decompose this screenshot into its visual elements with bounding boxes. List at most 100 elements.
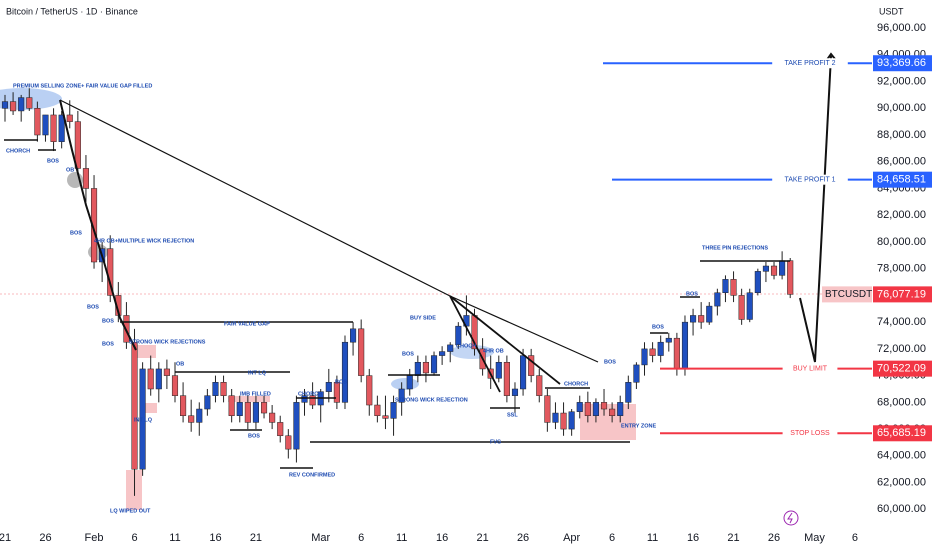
candle-body: [58, 114, 65, 142]
candle-body: [698, 315, 705, 323]
y-tick-label: 92,000.00: [877, 75, 926, 87]
x-tick-label: 21: [476, 532, 488, 544]
annotation: BOS: [604, 359, 616, 365]
candle-body: [131, 341, 138, 470]
candle-body: [706, 305, 713, 323]
annotation: CHORCH: [6, 148, 30, 154]
candle-body: [520, 355, 527, 390]
candle-body: [738, 295, 745, 320]
annotation: BOS: [102, 318, 114, 324]
candle-body: [350, 328, 357, 343]
candle-body: [252, 402, 259, 423]
candle-body: [90, 188, 98, 263]
candle-body: [277, 422, 284, 437]
y-tick-label: 88,000.00: [877, 129, 926, 141]
candle-body: [503, 361, 510, 396]
candle-body: [584, 402, 591, 416]
candle-body: [171, 375, 179, 396]
x-tick-label: 6: [358, 532, 364, 544]
y-tick-label: 78,000.00: [877, 263, 926, 275]
icon: [787, 512, 793, 524]
candle-body: [220, 382, 227, 396]
candle-body: [625, 382, 632, 403]
candle-body: [147, 368, 154, 390]
x-tick-label: 16: [436, 532, 448, 544]
candle-body: [204, 395, 211, 410]
trend-line: [59, 99, 451, 297]
candle-body: [236, 402, 243, 416]
y-tick-label: 60,000.00: [877, 503, 926, 515]
annotation: BOS: [248, 433, 260, 439]
candle-body: [34, 108, 41, 136]
x-tick-label: Feb: [85, 532, 104, 544]
x-tick-label: Mar: [311, 532, 330, 544]
trend-line: [449, 295, 561, 385]
symbol-box: [822, 286, 872, 303]
candle-body: [269, 412, 276, 423]
projection-arrow: [799, 55, 832, 363]
candle-body: [196, 408, 203, 423]
x-tick-label: 16: [687, 532, 699, 544]
icon: [783, 510, 799, 526]
candle-body: [18, 97, 25, 112]
axis-unit: USDT: [879, 6, 904, 16]
annotation: OB: [66, 167, 74, 173]
candle-body: [439, 351, 446, 356]
candle-body: [390, 402, 397, 419]
price-box: [873, 286, 932, 303]
annotation: SSL: [507, 412, 518, 418]
candle-body: [414, 361, 421, 376]
annotation: STRONG WICK REJECTION: [395, 397, 468, 403]
candle-body: [714, 292, 721, 307]
x-tick-label: 11: [647, 532, 658, 544]
candle-body: [155, 368, 162, 390]
price-label: 93,369.66: [877, 57, 926, 69]
candle-body: [1, 101, 9, 109]
candle-body: [430, 355, 438, 374]
candle-body: [301, 395, 308, 403]
annotation: CHOCH: [456, 343, 476, 349]
x-tick-label: 6: [852, 532, 858, 544]
price-label: 76,077.19: [877, 288, 926, 300]
candle-body: [536, 375, 543, 396]
y-tick-label: 86,000.00: [877, 156, 926, 168]
price-box: [873, 360, 932, 377]
annotation: BOS: [87, 304, 99, 310]
candle-body: [42, 114, 49, 136]
chart-title: Bitcoin / TetherUS · 1D · Binance: [6, 6, 138, 16]
y-tick-label: 64,000.00: [877, 450, 926, 462]
annotation: INT LQ: [134, 417, 153, 423]
symbol-label: BTCUSDT: [825, 289, 872, 300]
candle-body: [139, 368, 146, 470]
x-tick-label: 11: [169, 532, 180, 544]
annotation: BUY SIDE: [410, 315, 436, 321]
annotation: BOS: [686, 291, 698, 297]
candle-body: [576, 402, 583, 412]
annotation: FAIR VALUE GAP: [224, 321, 270, 327]
y-tick-label: 80,000.00: [877, 236, 926, 248]
annotation: PREMIUM SELLING ZONE+ FAIR VALUE GAP FIL…: [13, 83, 152, 89]
zone-box: [228, 396, 270, 402]
level-name-bg: [782, 363, 838, 374]
x-tick-label: 21: [0, 532, 11, 544]
candle-body: [633, 364, 640, 383]
annotation: ENTRY ZONE: [621, 423, 656, 429]
zone-box: [140, 403, 157, 413]
candle-body: [422, 361, 429, 374]
candle-body: [341, 341, 349, 403]
y-tick-label: 82,000.00: [877, 209, 926, 221]
candle-body: [787, 260, 794, 295]
candle-body: [26, 97, 33, 109]
candle-body: [528, 355, 535, 376]
candle-body: [770, 265, 778, 276]
annotation: STRONG WICK REJECTIONS: [129, 339, 206, 345]
candle-body: [665, 337, 672, 343]
annotation: INT LQ: [248, 370, 267, 376]
candle-body: [374, 404, 381, 416]
candle-body: [163, 368, 170, 376]
annotation: BOS: [402, 351, 414, 357]
candle-body: [657, 341, 664, 356]
candle-body: [600, 402, 608, 410]
price-label: 84,658.51: [877, 174, 926, 186]
